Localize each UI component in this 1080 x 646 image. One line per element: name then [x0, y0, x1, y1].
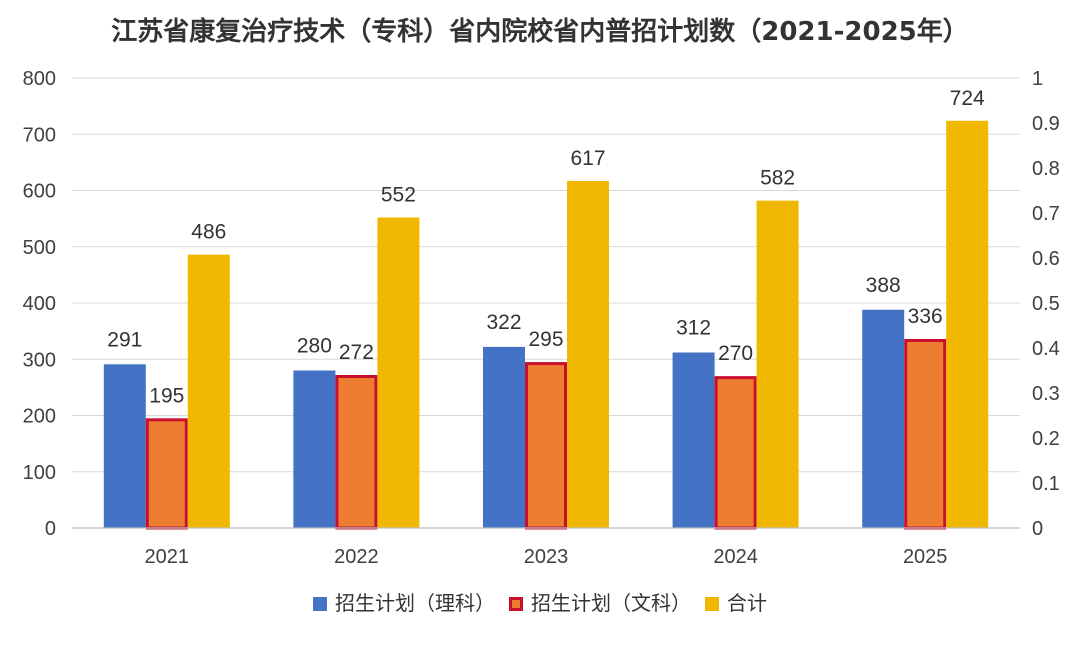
y-tick-label-right: 0.6 [1032, 248, 1060, 270]
data-label: 195 [149, 384, 184, 407]
y-tick-label-right: 0.1 [1032, 473, 1060, 495]
bar-1-2022 [293, 370, 336, 528]
bar-2-2022 [335, 375, 378, 530]
data-label: 291 [107, 328, 142, 351]
data-label: 617 [570, 147, 605, 170]
y-tick-label-left: 0 [45, 518, 56, 540]
bar-3-2024 [756, 200, 799, 528]
y-tick-label-right: 0.5 [1032, 293, 1060, 315]
data-label: 388 [866, 274, 901, 297]
y-tick-label-left: 500 [23, 237, 56, 259]
data-label: 486 [191, 221, 226, 244]
data-label: 312 [676, 317, 711, 340]
y-axis-left: 0 100 200 300 400 500 600 700 800 [23, 68, 56, 540]
data-label: 295 [528, 328, 563, 351]
chart-title: 江苏省康复治疗技术（专科）省内院校省内普招计划数（2021-2025年） [111, 16, 969, 47]
bar-3-2025 [946, 120, 989, 528]
y-tick-label-left: 800 [23, 68, 56, 90]
data-label: 336 [908, 305, 943, 328]
legend-label-1: 招生计划（理科） [335, 591, 495, 615]
gridlines [72, 77, 1020, 473]
y-tick-label-left: 200 [23, 406, 56, 428]
legend-swatch-1 [313, 597, 327, 611]
bar-2-2023 [525, 362, 567, 530]
data-label: 552 [381, 184, 416, 207]
x-tick-label: 2024 [713, 546, 758, 568]
legend-swatch-2 [509, 597, 523, 611]
bar-1-2025 [862, 309, 905, 528]
data-label: 272 [339, 341, 374, 364]
y-tick-label-right: 0.7 [1032, 203, 1060, 225]
y-axis-right: 0 0.1 0.2 0.3 0.4 0.5 0.6 0.7 0.8 0.9 1 [1032, 68, 1060, 540]
y-tick-label-left: 700 [23, 124, 56, 146]
y-tick-label-right: 0 [1032, 518, 1043, 540]
y-tick-label-left: 300 [23, 349, 56, 371]
y-tick-label-left: 100 [23, 462, 56, 484]
bar-3-2023 [567, 180, 609, 528]
data-label: 582 [760, 167, 795, 190]
legend-label-2: 招生计划（文科） [531, 591, 691, 615]
bar-1-2021 [103, 364, 146, 528]
data-label: 280 [297, 335, 332, 358]
data-label: 322 [486, 311, 521, 334]
bar-2-2021 [145, 418, 188, 530]
y-tick-label-right: 1 [1032, 68, 1043, 90]
legend: 招生计划（理科） 招生计划（文科） 合计 [313, 591, 767, 615]
bar-3-2022 [377, 217, 420, 528]
bars [103, 120, 989, 530]
legend-swatch-3 [705, 597, 719, 611]
y-tick-label-right: 0.8 [1032, 158, 1060, 180]
legend-label-3: 合计 [727, 591, 767, 615]
x-tick-label: 2025 [903, 546, 948, 568]
bar-3-2021 [187, 254, 230, 528]
bar-1-2024 [672, 352, 715, 528]
data-label: 270 [718, 342, 753, 365]
data-label: 724 [950, 87, 985, 110]
x-tick-label: 2021 [145, 546, 190, 568]
x-tick-label: 2023 [524, 546, 569, 568]
bar-1-2023 [483, 346, 525, 528]
y-tick-label-right: 0.9 [1032, 113, 1060, 135]
y-tick-label-left: 600 [23, 181, 56, 203]
data-labels: 291 195 486 280 272 552 322 295 617 312 270 582 388 3… [107, 87, 985, 408]
y-tick-label-right: 0.4 [1032, 338, 1060, 360]
y-tick-label-right: 0.3 [1032, 383, 1060, 405]
x-tick-label: 2022 [334, 546, 379, 568]
bar-2-2024 [714, 376, 757, 530]
bar-2-2025 [904, 339, 947, 530]
y-tick-label-right: 0.2 [1032, 428, 1060, 450]
y-tick-label-left: 400 [23, 293, 56, 315]
x-axis: 2021 2022 2023 2024 2025 [72, 527, 1020, 568]
